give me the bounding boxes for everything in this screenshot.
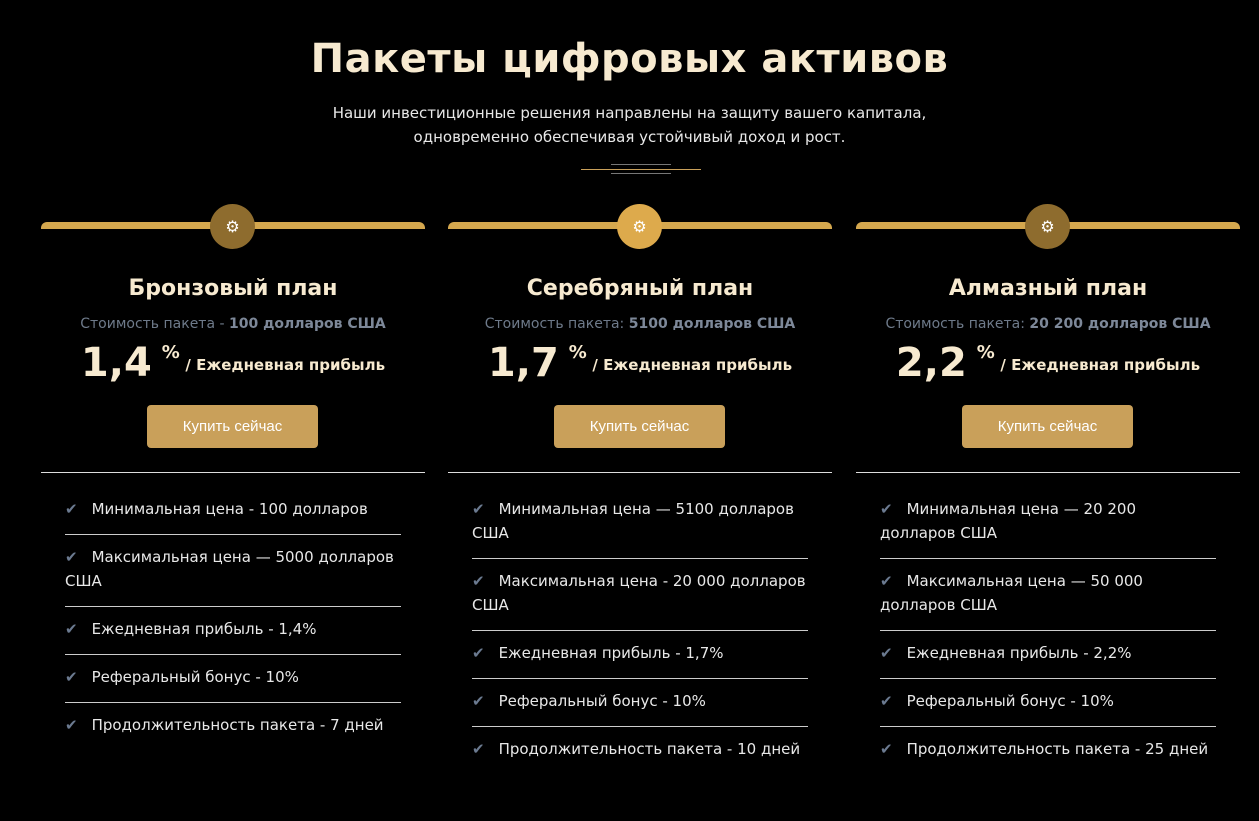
feature-item: ✔ Минимальная цена — 20 200 долларов США xyxy=(880,487,1216,559)
check-icon: ✔ xyxy=(880,572,893,590)
plan-price: Стоимость пакета: 20 200 долларов США xyxy=(885,316,1211,332)
buy-now-button[interactable]: Купить сейчас xyxy=(962,405,1133,448)
plan-title: Алмазный план xyxy=(948,276,1148,301)
card-divider xyxy=(448,472,832,473)
feature-item: ✔ Минимальная цена - 100 долларов xyxy=(65,487,401,535)
check-icon: ✔ xyxy=(880,740,893,758)
plan-price: Стоимость пакета - 100 долларов США xyxy=(80,316,386,332)
feature-item: ✔ Реферальный бонус - 10% xyxy=(472,679,808,727)
daily-rate: 2,2% / Ежедневная прибыль xyxy=(895,340,1201,386)
check-icon: ✔ xyxy=(65,548,78,566)
check-icon: ✔ xyxy=(65,668,78,686)
page-subtitle: Наши инвестиционные решения направлены н… xyxy=(332,104,927,146)
daily-rate: 1,4% / Ежедневная прибыль xyxy=(80,340,386,386)
check-icon: ✔ xyxy=(472,500,485,518)
feature-item: ✔ Максимальная цена - 20 000 долларов США xyxy=(472,559,808,631)
buy-now-button[interactable]: Купить сейчас xyxy=(147,405,318,448)
feature-item: ✔ Максимальная цена — 50 000 долларов США xyxy=(880,559,1216,631)
feature-item: ✔ Продолжительность пакета - 7 дней xyxy=(65,716,384,734)
feature-item: ✔ Ежедневная прибыль - 1,4% xyxy=(65,607,401,655)
check-icon: ✔ xyxy=(65,716,78,734)
check-icon: ✔ xyxy=(472,572,485,590)
feature-item: ✔ Ежедневная прибыль - 1,7% xyxy=(472,631,808,679)
feature-item: ✔ Реферальный бонус - 10% xyxy=(65,655,401,703)
feature-item: ✔ Ежедневная прибыль - 2,2% xyxy=(880,631,1216,679)
plan-card: ⚙ Алмазный план Стоимость пакета: 20 200… xyxy=(856,204,1240,821)
check-icon: ✔ xyxy=(472,692,485,710)
feature-list: ✔ Минимальная цена — 20 200 долларов США ✔… xyxy=(880,487,1216,774)
plan-price: Стоимость пакета: 5100 долларов США xyxy=(484,316,796,332)
feature-item: ✔ Продолжительность пакета - 25 дней xyxy=(880,740,1209,758)
gear-icon: ⚙ xyxy=(617,204,662,249)
check-icon: ✔ xyxy=(880,692,893,710)
feature-list: ✔ Минимальная цена - 100 долларов ✔ Максима… xyxy=(65,487,401,750)
check-icon: ✔ xyxy=(472,740,485,758)
buy-now-button[interactable]: Купить сейчас xyxy=(554,405,725,448)
card-divider xyxy=(41,472,425,473)
decorative-divider xyxy=(581,163,701,174)
plan-title: Бронзовый план xyxy=(128,276,338,301)
check-icon: ✔ xyxy=(880,644,893,662)
plan-card: ⚙ Серебряный план Стоимость пакета: 5100… xyxy=(448,204,832,821)
plan-title: Серебряный план xyxy=(526,276,754,301)
check-icon: ✔ xyxy=(65,620,78,638)
feature-item: ✔ Минимальная цена — 5100 долларов США xyxy=(472,487,808,559)
check-icon: ✔ xyxy=(880,500,893,518)
gear-icon: ⚙ xyxy=(210,204,255,249)
gear-icon: ⚙ xyxy=(1025,204,1070,249)
page-title: Пакеты цифровых активов xyxy=(310,36,949,82)
check-icon: ✔ xyxy=(65,500,78,518)
daily-rate: 1,7% / Ежедневная прибыль xyxy=(487,340,793,386)
feature-item: ✔ Реферальный бонус - 10% xyxy=(880,679,1216,727)
plan-card: ⚙ Бронзовый план Стоимость пакета - 100 … xyxy=(41,204,425,821)
feature-list: ✔ Минимальная цена — 5100 долларов США ✔ Ма… xyxy=(472,487,808,774)
feature-item: ✔ Максимальная цена — 5000 долларов США xyxy=(65,535,401,607)
check-icon: ✔ xyxy=(472,644,485,662)
feature-item: ✔ Продолжительность пакета - 10 дней xyxy=(472,740,801,758)
card-divider xyxy=(856,472,1240,473)
